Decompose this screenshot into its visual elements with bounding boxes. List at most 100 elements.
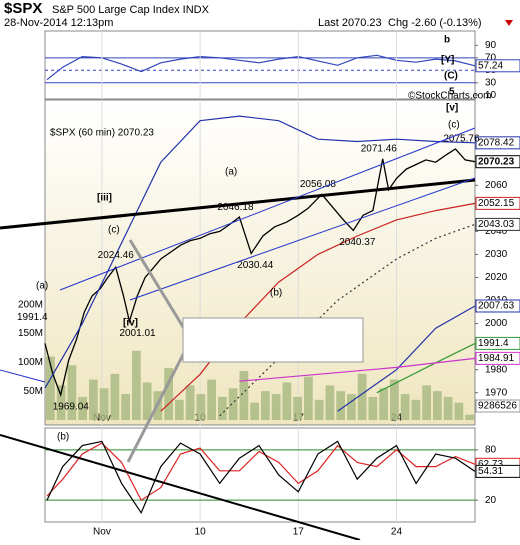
price-label: 1969.04: [53, 402, 90, 413]
value-box: [475, 299, 520, 313]
value-box: [475, 196, 520, 210]
annotation: (c): [108, 225, 120, 236]
x-tick-label: 17: [293, 527, 305, 538]
value-box: [475, 136, 520, 150]
y-tick-label: 70: [485, 52, 497, 63]
value-box: [475, 399, 520, 413]
legend-label: $SPX (60 min) 2070.23: [50, 128, 154, 139]
value-box-label: 2043.03: [478, 219, 515, 230]
volume-bar: [336, 391, 345, 420]
annotation: [v]: [446, 103, 458, 114]
value-box-label: 1991.4: [478, 338, 509, 349]
volume-bar: [443, 396, 453, 420]
volume-tick-label: 100M: [18, 357, 43, 368]
value-box-label: 9286526: [478, 401, 517, 412]
annotation: [iv]: [123, 318, 138, 329]
price-label: 2024.46: [98, 250, 135, 261]
volume-bar: [271, 394, 281, 420]
volume-bar: [304, 376, 313, 420]
series-line: [239, 357, 476, 382]
upper-channel-line: [59, 127, 476, 291]
last-price: Last 2070.23: [318, 17, 382, 29]
value-box-label: 1984.91: [478, 353, 515, 364]
value-box: [475, 351, 520, 365]
symbol: $SPX: [4, 0, 42, 17]
x-tick-label: 10: [195, 527, 207, 538]
volume-bar: [99, 388, 109, 420]
volume-bar: [89, 379, 98, 420]
annotation: [Y]: [441, 55, 454, 66]
volume-bar: [411, 399, 421, 420]
volume-bar: [314, 399, 324, 420]
volume-bar: [454, 402, 464, 420]
volume-bar: [207, 379, 216, 420]
volume-bar: [196, 394, 206, 420]
annotation: (b): [57, 432, 69, 443]
callout-pointer: [126, 344, 190, 463]
volume-bar: [175, 399, 184, 420]
y-tick-label: 30: [485, 77, 497, 88]
value-box-label: 2070.23: [478, 156, 515, 167]
volume-bar: [293, 396, 302, 420]
y-tick-label: 80: [485, 444, 497, 455]
value-box: [475, 59, 520, 73]
annotation: (a): [36, 281, 48, 292]
broadening-top-line: [0, 178, 476, 230]
price-label: 2030.44: [237, 260, 274, 271]
value-box-label: 2052.15: [478, 198, 515, 209]
series-line: [219, 223, 476, 417]
callout-box: [182, 317, 364, 363]
volume-bar: [400, 394, 410, 420]
lower-channel-line: [129, 177, 476, 301]
annotation: b: [444, 35, 450, 46]
volume-bar: [78, 396, 87, 420]
volume-bar: [465, 414, 474, 420]
value-box-label: 2007.63: [478, 301, 515, 312]
price-label: 1991.4: [17, 312, 48, 323]
volume-bar: [67, 365, 77, 420]
annotation: (c): [448, 120, 460, 131]
y-tick-label: 20: [485, 495, 497, 506]
y-tick-label: 10: [485, 90, 497, 101]
volume-bar: [357, 373, 367, 420]
price-label: 2071.46: [361, 144, 398, 155]
value-box: [475, 155, 520, 169]
timestamp: 28-Nov-2014 12:13pm: [4, 17, 113, 29]
y-tick-label: 2030: [485, 249, 508, 260]
y-tick-label: 90: [485, 40, 497, 51]
volume-bar: [239, 370, 249, 420]
channel-stub: [0, 369, 46, 383]
volume-bar: [282, 382, 292, 420]
volume-tick-label: 50M: [24, 386, 43, 397]
series-line: [46, 54, 476, 81]
annotation: ©StockCharts.com: [408, 91, 492, 102]
series-line: [337, 305, 476, 412]
volume-bar: [433, 391, 442, 420]
volume-bar: [422, 385, 431, 420]
annotation: 5: [449, 87, 455, 98]
series-line: [44, 148, 476, 398]
value-box-label: 62.73: [478, 459, 503, 470]
y-tick-label: 2000: [485, 318, 508, 329]
index-name: S&P 500 Large Cap Index INDX: [52, 4, 210, 16]
y-tick-label: 2040: [485, 226, 508, 237]
price-label: 2075.76: [443, 134, 480, 145]
annotation: (a): [225, 167, 237, 178]
volume-tick-label: 150M: [18, 328, 43, 339]
volume-bar: [390, 379, 399, 420]
volume-bar: [218, 396, 227, 420]
value-box-label: 54.31: [478, 466, 503, 477]
y-tick-label: 2060: [485, 180, 508, 191]
change: Chg -2.60 (-0.13%): [388, 17, 482, 29]
volume-bar: [228, 388, 238, 420]
volume-bar: [46, 356, 55, 420]
price-label: 2046.18: [217, 202, 254, 213]
annotation: [iii]: [97, 193, 112, 204]
volume-bar: [132, 350, 141, 420]
volume-bar: [325, 385, 335, 420]
value-box: [475, 217, 520, 231]
volume-bar: [261, 391, 270, 420]
down-arrow: [505, 20, 513, 26]
annotation: (C): [444, 71, 458, 82]
y-tick-label: 1980: [485, 364, 508, 375]
